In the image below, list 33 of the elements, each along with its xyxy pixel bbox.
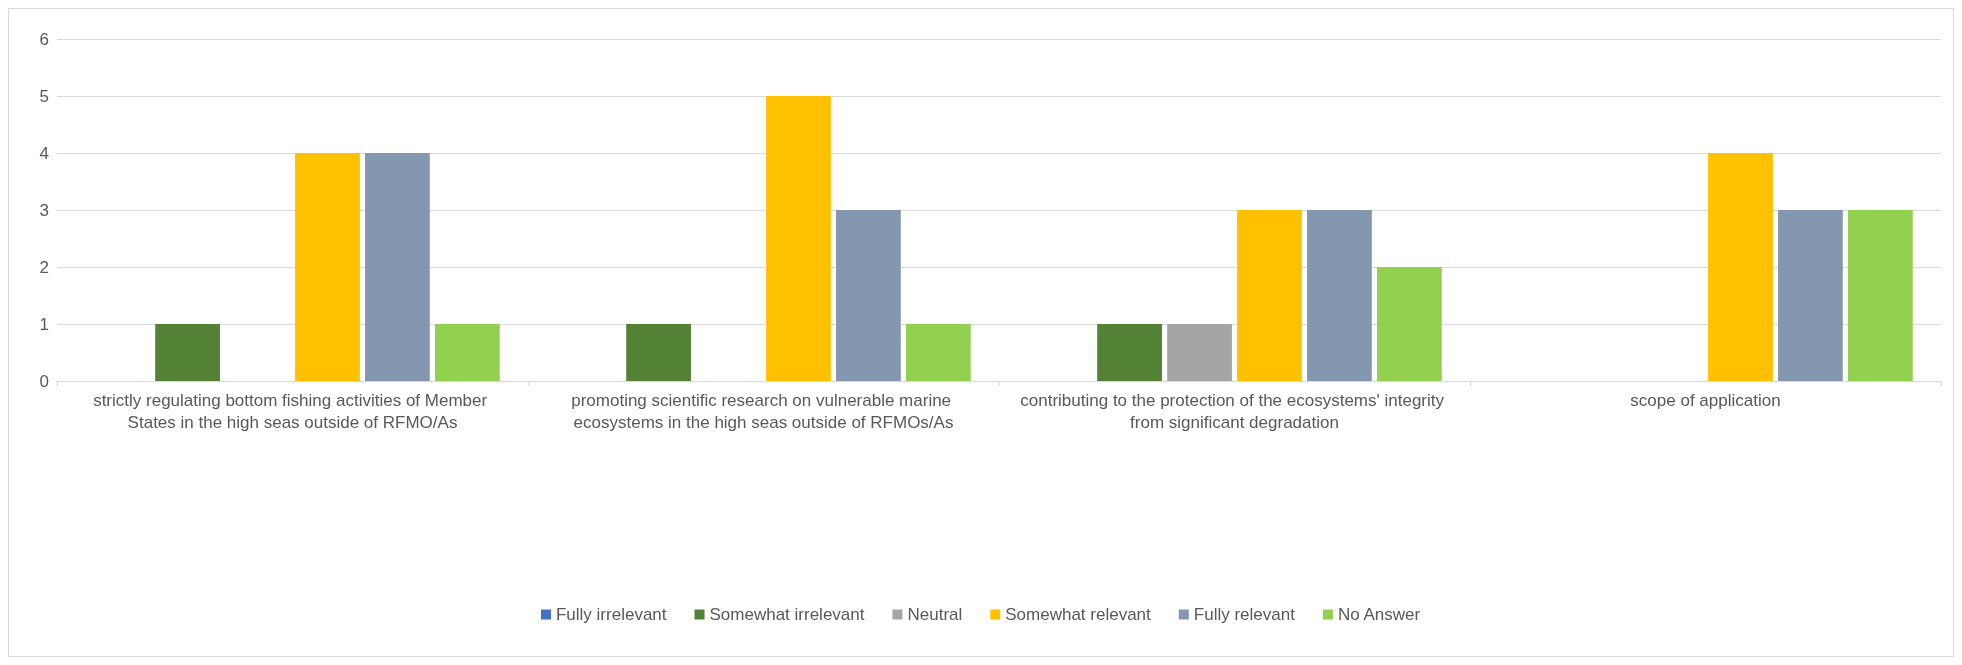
bar xyxy=(1167,324,1232,381)
y-tick-label: 5 xyxy=(39,86,49,106)
x-tick-label: strictly regulating bottom fishing activities of Member States in the high seas outside of RFMO/As xyxy=(93,390,492,432)
bar xyxy=(626,324,691,381)
bar xyxy=(1237,210,1302,381)
bar xyxy=(295,153,360,381)
bar xyxy=(1097,324,1162,381)
bar xyxy=(1307,210,1372,381)
y-tick-label: 4 xyxy=(39,143,49,163)
bar xyxy=(1376,267,1442,381)
bar xyxy=(1847,210,1913,381)
x-tick-label: scope of application xyxy=(1630,390,1781,410)
y-tick-label: 1 xyxy=(39,314,49,334)
x-tick-label: contributing to the protection of the ecosystems' integrity from significant degradation xyxy=(1020,390,1449,432)
bar xyxy=(155,324,220,381)
bar xyxy=(766,96,831,381)
x-tick-label: promoting scientific research on vulnerable marine ecosystems in the high seas outside of RFMOs/As xyxy=(571,390,956,432)
y-tick-label: 3 xyxy=(39,200,49,220)
legend-label: No Answer xyxy=(1337,605,1421,624)
bar xyxy=(905,324,971,381)
y-tick-label: 2 xyxy=(39,257,49,277)
bar xyxy=(365,153,430,381)
y-tick-label: 0 xyxy=(39,371,49,391)
legend-label: Fully relevant xyxy=(1193,605,1296,624)
bar xyxy=(1778,210,1843,381)
legend-label: Fully irrelevant xyxy=(555,605,667,624)
bar xyxy=(836,210,901,381)
legend-label: Somewhat relevant xyxy=(1005,605,1152,624)
legend-label: Neutral xyxy=(907,605,963,624)
bar xyxy=(1708,153,1773,381)
legend-label: Somewhat irrelevant xyxy=(709,605,865,624)
y-tick-label: 6 xyxy=(39,29,49,49)
bar xyxy=(434,324,500,381)
